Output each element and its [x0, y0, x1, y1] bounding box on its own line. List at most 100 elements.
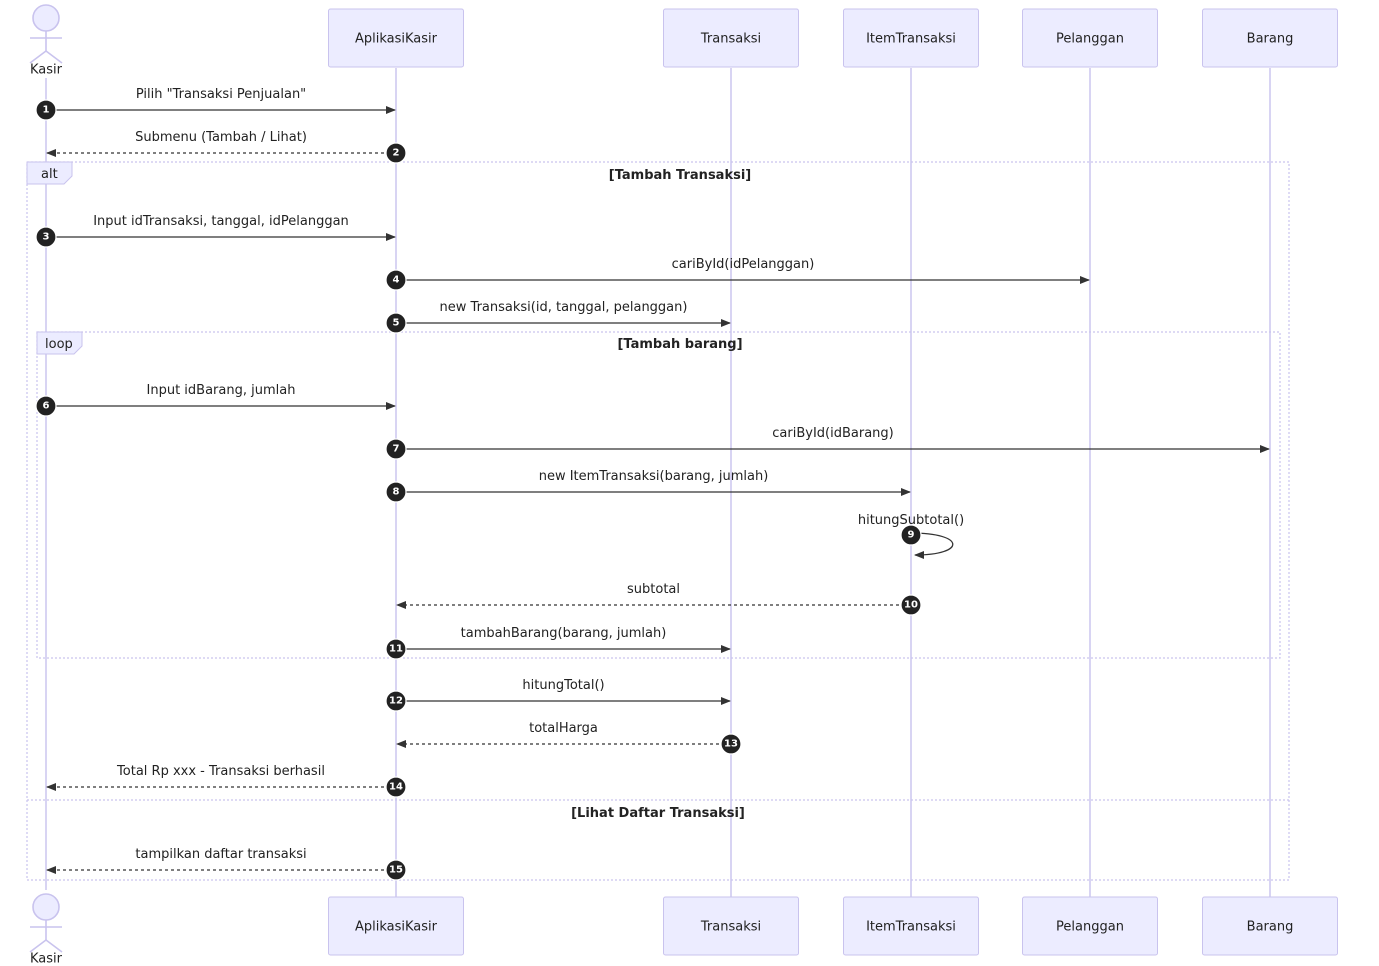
message-12: hitungTotal() 12 — [385, 678, 731, 712]
sequence-number-badge: 3 — [35, 226, 57, 248]
message-15: tampilkan daftar transaksi 15 — [46, 847, 407, 881]
sequence-number-badge: 6 — [35, 395, 57, 417]
message-label: Submenu (Tambah / Lihat) — [135, 130, 307, 145]
message-8: new ItemTransaksi(barang, jumlah) 8 — [385, 469, 911, 503]
actor-transaksi-bottom: Transaksi — [663, 896, 799, 956]
actor-label: Transaksi — [700, 32, 761, 47]
actor-box — [663, 896, 799, 956]
message-label: new Transaksi(id, tanggal, pelanggan) — [440, 300, 688, 315]
loop-frame-label: loop — [45, 337, 73, 352]
actor-item-top: ItemTransaksi — [843, 8, 979, 68]
actor-label: Kasir — [30, 952, 63, 966]
alt-condition-tambah: [Tambah Transaksi] — [609, 168, 751, 183]
svg-text:15: 15 — [389, 865, 403, 876]
message-label: Pilih "Transaksi Penjualan" — [136, 87, 306, 102]
svg-text:6: 6 — [43, 401, 50, 412]
combined-fragments: alt [Tambah Transaksi] [Lihat Daftar Tra… — [26, 161, 1290, 881]
message-label: totalHarga — [529, 721, 598, 736]
person-icon — [29, 893, 63, 953]
sequence-number-badge: 11 — [385, 638, 407, 660]
actor-item-bottom: ItemTransaksi — [843, 896, 979, 956]
actor-box — [328, 8, 464, 68]
loop-frame: loop [Tambah barang] — [36, 331, 1281, 659]
svg-text:3: 3 — [43, 232, 50, 243]
svg-text:4: 4 — [393, 275, 400, 286]
message-arrow — [910, 532, 954, 559]
actor-pelanggan-top: Pelanggan — [1022, 8, 1158, 68]
actor-aplikasi-bottom: AplikasiKasir — [328, 896, 464, 956]
actor-label: AplikasiKasir — [355, 920, 438, 935]
svg-text:5: 5 — [393, 318, 400, 329]
actor-label: ItemTransaksi — [866, 32, 956, 47]
alt-condition-lihat: [Lihat Daftar Transaksi] — [571, 806, 745, 821]
sequence-number-badge: 8 — [385, 481, 407, 503]
svg-text:2: 2 — [393, 148, 400, 159]
message-2: Submenu (Tambah / Lihat) 2 — [46, 130, 407, 164]
actor-kasir-top: Kasir — [29, 4, 63, 78]
actor-label: AplikasiKasir — [355, 32, 438, 47]
message-10: subtotal 10 — [396, 582, 922, 616]
actor-transaksi-top: Transaksi — [663, 8, 799, 68]
message-7: cariById(idBarang) 7 — [385, 426, 1270, 460]
message-11: tambahBarang(barang, jumlah) 11 — [385, 626, 731, 660]
sequence-number-badge: 9 — [900, 524, 922, 546]
svg-text:10: 10 — [904, 600, 918, 611]
message-label: Input idTransaksi, tanggal, idPelanggan — [93, 214, 349, 229]
actor-label: Pelanggan — [1056, 32, 1124, 47]
actor-label: Barang — [1247, 920, 1294, 935]
actor-box — [1202, 896, 1338, 956]
message-5: new Transaksi(id, tanggal, pelanggan) 5 — [385, 300, 731, 334]
actor-box — [843, 896, 979, 956]
actor-box — [1022, 8, 1158, 68]
actor-aplikasi-top: AplikasiKasir — [328, 8, 464, 68]
actor-label: Barang — [1247, 32, 1294, 47]
sequence-number-badge: 12 — [385, 690, 407, 712]
svg-text:7: 7 — [393, 444, 400, 455]
actors: Kasir Kasir AplikasiKasir AplikasiKasir Tran… — [29, 4, 1338, 966]
actor-box — [1022, 896, 1158, 956]
message-label: hitungTotal() — [522, 678, 604, 693]
svg-text:13: 13 — [724, 739, 738, 750]
lifelines — [45, 68, 1271, 897]
message-label: subtotal — [627, 582, 680, 597]
messages: Pilih "Transaksi Penjualan" 1 Submenu (Tam… — [35, 87, 1270, 881]
svg-text:9: 9 — [908, 530, 915, 541]
actor-label: Kasir — [30, 63, 63, 78]
message-13: totalHarga 13 — [396, 721, 742, 755]
sequence-number-badge: 13 — [720, 733, 742, 755]
message-label: cariById(idPelanggan) — [672, 257, 815, 272]
message-9: hitungSubtotal() 9 — [858, 513, 964, 559]
alt-frame: alt [Tambah Transaksi] [Lihat Daftar Tra… — [26, 161, 1290, 881]
sequence-number-badge: 5 — [385, 312, 407, 334]
actor-barang-bottom: Barang — [1202, 896, 1338, 956]
actor-box — [1202, 8, 1338, 68]
actor-pelanggan-bottom: Pelanggan — [1022, 896, 1158, 956]
svg-text:12: 12 — [389, 696, 403, 707]
message-label: tampilkan daftar transaksi — [135, 847, 306, 862]
message-label: hitungSubtotal() — [858, 513, 964, 528]
sequence-number-badge: 2 — [385, 142, 407, 164]
sequence-number-badge: 4 — [385, 269, 407, 291]
alt-frame-label: alt — [41, 167, 58, 182]
svg-text:14: 14 — [389, 782, 403, 793]
message-label: Total Rp xxx - Transaksi berhasil — [116, 764, 325, 779]
actor-box — [328, 896, 464, 956]
message-3: Input idTransaksi, tanggal, idPelanggan 3 — [35, 214, 396, 248]
message-label: tambahBarang(barang, jumlah) — [461, 626, 667, 641]
actor-box — [663, 8, 799, 68]
message-label: cariById(idBarang) — [772, 426, 893, 441]
svg-text:1: 1 — [43, 105, 50, 116]
svg-text:8: 8 — [393, 487, 400, 498]
sequence-number-badge: 7 — [385, 438, 407, 460]
actor-box — [843, 8, 979, 68]
message-6: Input idBarang, jumlah 6 — [35, 383, 396, 417]
svg-text:11: 11 — [389, 644, 403, 655]
sequence-number-badge: 10 — [900, 594, 922, 616]
message-label: new ItemTransaksi(barang, jumlah) — [539, 469, 769, 484]
message-1: Pilih "Transaksi Penjualan" 1 — [35, 87, 396, 121]
loop-condition: [Tambah barang] — [617, 337, 742, 352]
actor-label: ItemTransaksi — [866, 920, 956, 935]
message-4: cariById(idPelanggan) 4 — [385, 257, 1090, 291]
actor-label: Pelanggan — [1056, 920, 1124, 935]
